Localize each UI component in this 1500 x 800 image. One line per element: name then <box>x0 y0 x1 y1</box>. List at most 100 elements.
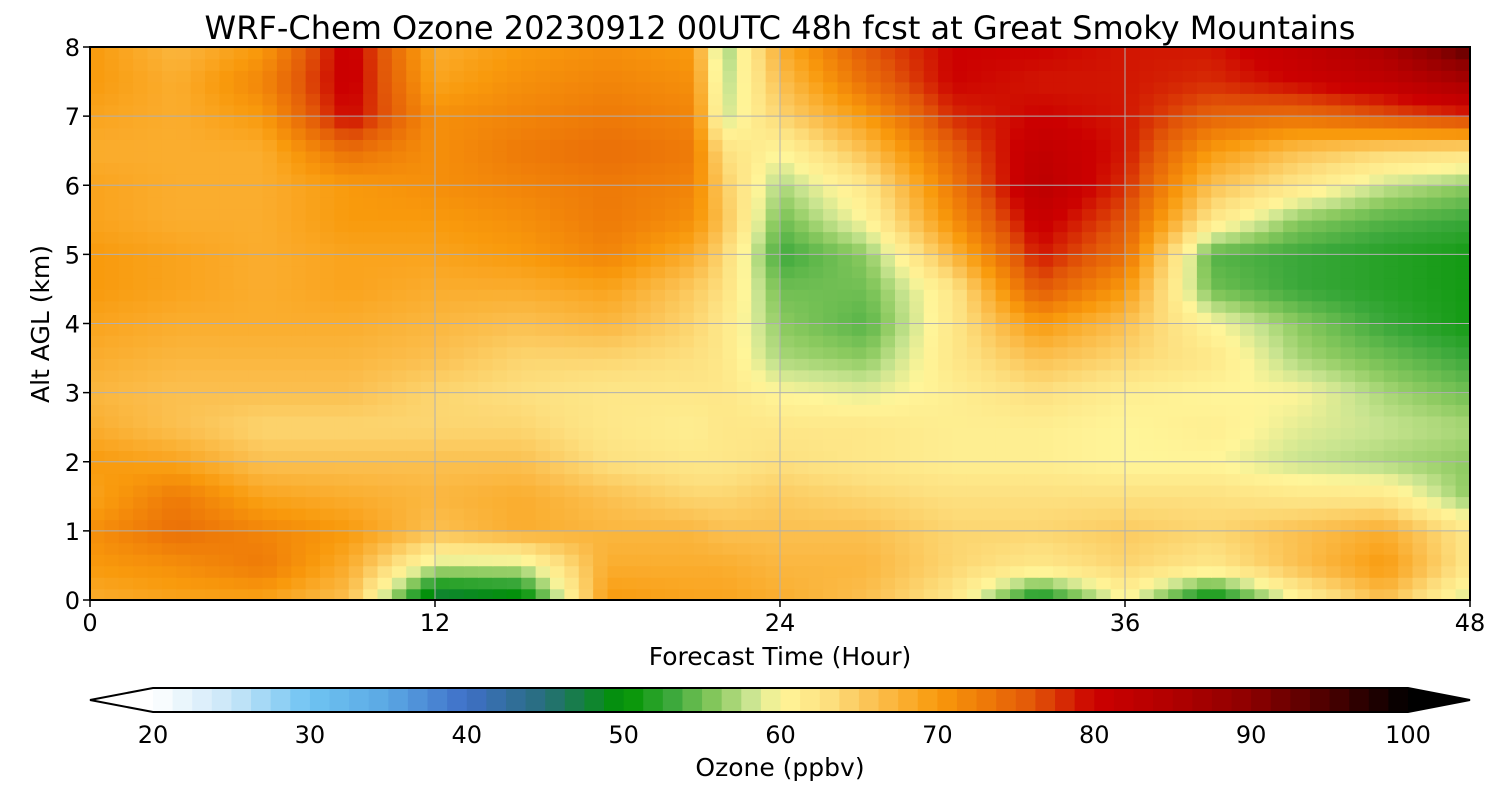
heatmap-cell <box>406 496 422 509</box>
heatmap-cell <box>636 127 652 140</box>
heatmap-cell <box>248 381 264 394</box>
heatmap-cell <box>1355 219 1371 233</box>
heatmap-cell <box>765 311 781 325</box>
heatmap-cell <box>607 323 623 336</box>
colorbar-swatch <box>231 688 252 712</box>
heatmap-cell <box>679 231 695 244</box>
heatmap-cell <box>535 70 551 83</box>
heatmap-cell <box>938 81 954 94</box>
heatmap-cell <box>1369 242 1385 256</box>
heatmap-cell <box>1168 104 1184 117</box>
heatmap-cell <box>1297 346 1313 359</box>
heatmap-cell <box>1096 311 1112 325</box>
heatmap-cell <box>938 404 954 417</box>
heatmap-cell <box>363 139 379 152</box>
heatmap-cell <box>1153 254 1169 267</box>
heatmap-cell <box>406 288 422 302</box>
heatmap-cell <box>780 104 796 117</box>
heatmap-cell <box>1024 311 1040 325</box>
heatmap-cell <box>995 104 1011 117</box>
heatmap-cell <box>1254 565 1270 578</box>
heatmap-cell <box>1053 542 1069 555</box>
heatmap-cell <box>823 404 839 417</box>
heatmap-cell <box>1311 519 1328 532</box>
heatmap-cell <box>995 588 1011 600</box>
heatmap-cell <box>650 104 666 117</box>
heatmap-cell <box>1125 47 1141 60</box>
heatmap-cell <box>1110 311 1126 325</box>
heatmap-cell <box>348 496 364 509</box>
heatmap-cell <box>1355 58 1371 71</box>
heatmap-cell <box>535 254 551 267</box>
heatmap-cell <box>1153 323 1169 336</box>
heatmap-cell <box>161 265 178 279</box>
heatmap-cell <box>550 484 566 498</box>
heatmap-cell <box>219 461 235 475</box>
heatmap-cell <box>118 277 134 290</box>
heatmap-cell <box>147 58 163 71</box>
colorbar-swatch <box>996 688 1017 712</box>
heatmap-cell <box>1110 219 1126 233</box>
heatmap-cell <box>348 484 364 498</box>
heatmap-cell <box>636 450 652 463</box>
heatmap-cell <box>1110 346 1126 359</box>
heatmap-cell <box>621 507 638 521</box>
heatmap-cell <box>1067 70 1083 83</box>
heatmap-cell <box>966 473 983 486</box>
heatmap-cell <box>521 242 537 256</box>
heatmap-cell <box>708 93 724 106</box>
heatmap-cell <box>521 162 537 175</box>
heatmap-cell <box>1038 277 1054 290</box>
heatmap-cell <box>621 300 638 313</box>
heatmap-cell <box>621 81 638 94</box>
heatmap-cell <box>1168 496 1184 509</box>
heatmap-cell <box>478 519 494 532</box>
heatmap-cell <box>636 219 652 233</box>
heatmap-cell <box>880 47 896 60</box>
heatmap-cell <box>1153 173 1169 187</box>
heatmap-cell <box>420 588 436 600</box>
heatmap-cell <box>693 300 709 313</box>
heatmap-cell <box>909 219 925 233</box>
heatmap-cell <box>506 484 523 498</box>
heatmap-cell <box>1196 265 1213 279</box>
heatmap-cell <box>1240 219 1256 233</box>
heatmap-cell <box>133 311 149 325</box>
heatmap-cell <box>794 519 810 532</box>
heatmap-cell <box>320 242 336 256</box>
heatmap-cell <box>1412 576 1428 590</box>
heatmap-cell <box>1412 404 1428 417</box>
heatmap-cell <box>1268 47 1284 60</box>
heatmap-cell <box>1283 58 1299 71</box>
heatmap-cell <box>435 265 451 279</box>
heatmap-cell <box>679 415 695 428</box>
heatmap-cell <box>147 173 163 187</box>
heatmap-cell <box>679 185 695 198</box>
heatmap-cell <box>320 311 336 325</box>
heatmap-cell <box>621 288 638 302</box>
heatmap-cell <box>291 438 307 452</box>
heatmap-cell <box>161 553 178 567</box>
heatmap-cell <box>1225 369 1241 382</box>
heatmap-cell <box>1153 311 1169 325</box>
heatmap-cell <box>205 254 221 267</box>
heatmap-cell <box>1024 507 1040 521</box>
heatmap-cell <box>176 519 192 532</box>
heatmap-cell <box>966 150 983 164</box>
heatmap-cell <box>607 542 623 555</box>
heatmap-cell <box>564 288 580 302</box>
heatmap-cell <box>952 162 968 175</box>
heatmap-cell <box>377 208 393 221</box>
heatmap-cell <box>1067 438 1083 452</box>
heatmap-cell <box>1240 484 1256 498</box>
heatmap-cell <box>262 288 278 302</box>
heatmap-cell <box>1225 93 1241 106</box>
heatmap-cell <box>1139 277 1155 290</box>
heatmap-cell <box>880 565 896 578</box>
heatmap-cell <box>248 81 264 94</box>
heatmap-cell <box>1168 427 1184 440</box>
heatmap-cell <box>262 254 278 267</box>
heatmap-cell <box>1297 392 1313 405</box>
heatmap-cell <box>1211 484 1227 498</box>
heatmap-cell <box>1067 58 1083 71</box>
